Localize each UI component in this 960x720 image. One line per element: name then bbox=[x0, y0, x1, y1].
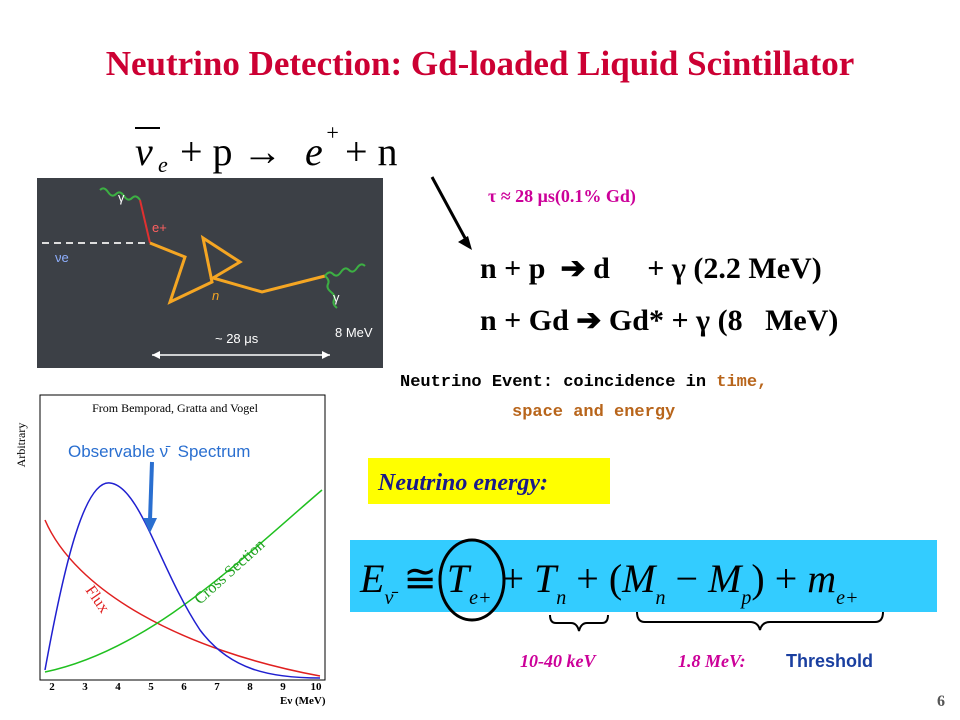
gamma-wave bbox=[324, 275, 338, 309]
nu: ν bbox=[135, 129, 153, 174]
formula-part: − bbox=[666, 556, 709, 601]
sub: e bbox=[158, 152, 168, 177]
x-tick-label: 3 bbox=[82, 681, 88, 693]
page-number: 6 bbox=[937, 693, 945, 710]
energy-label: Neutrino energy: bbox=[377, 470, 548, 496]
title: Neutrino Detection: Gd-loaded Liquid Sci… bbox=[106, 44, 855, 83]
plot-ylabel: Arbitrary bbox=[14, 423, 28, 468]
x-tick-label: 6 bbox=[181, 681, 187, 693]
event-lead: Neutrino Event: coincidence in bbox=[400, 373, 716, 392]
spectrum-curve bbox=[44, 482, 321, 679]
formula-part: n bbox=[656, 587, 666, 609]
capture-line: n + p ➔ d + γ (2.2 MeV) bbox=[480, 252, 822, 285]
plot-bg bbox=[38, 390, 330, 690]
label: ~ 28 μs bbox=[215, 331, 259, 346]
formula-part: e+ bbox=[469, 587, 491, 609]
axes bbox=[39, 394, 326, 681]
tau: τ ≈ 28 μs(0.1% Gd) bbox=[488, 186, 636, 207]
plot-legend: Observable ν̄ Spectrum bbox=[68, 442, 250, 461]
formula-part: + ( bbox=[566, 556, 622, 601]
gamma-wave bbox=[99, 187, 141, 201]
x-tick-label: 8 bbox=[247, 681, 253, 693]
formula-part: M bbox=[707, 556, 744, 601]
x-tick-label: 7 bbox=[214, 681, 220, 693]
formula-part: M bbox=[621, 556, 658, 601]
formula-part: p bbox=[739, 587, 751, 609]
arrow bbox=[430, 176, 467, 239]
x-tick-label: 5 bbox=[148, 681, 154, 693]
x-tick-label: 9 bbox=[280, 681, 286, 693]
threshold: Threshold bbox=[786, 651, 873, 671]
sup: + bbox=[325, 120, 340, 145]
arrowhead bbox=[143, 518, 157, 533]
formula-part: e+ bbox=[836, 587, 858, 609]
formula-part: ) + bbox=[751, 556, 807, 601]
positron-track bbox=[139, 199, 151, 244]
x-tick-label: 2 bbox=[49, 681, 55, 693]
op: + p → bbox=[180, 129, 283, 174]
circle bbox=[438, 538, 506, 622]
plot: From Bemporad, Gratta and Vogel Observab… bbox=[14, 390, 330, 707]
flux-curve bbox=[44, 519, 321, 677]
mev: 1.8 MeV: bbox=[678, 651, 746, 671]
capture-line: n + Gd ➔ Gd* + γ (8 MeV) bbox=[480, 304, 838, 337]
kev: 10-40 keV bbox=[520, 651, 597, 671]
event: Neutrino Event: coincidence in time, bbox=[400, 373, 767, 392]
arrowhead bbox=[458, 236, 472, 250]
formula-part: ≅ bbox=[393, 556, 447, 601]
reaction: ν e + p → e + + n bbox=[135, 120, 398, 177]
plot-source: From Bemporad, Gratta and Vogel bbox=[92, 401, 259, 415]
formula: Eν̄ ≅ Te+ + Tn + (Mn − Mp) + me+ bbox=[359, 556, 859, 609]
formula-part: E bbox=[359, 556, 384, 601]
energy-box bbox=[368, 458, 610, 504]
neutron-track bbox=[149, 234, 326, 305]
x-tick-label: 10 bbox=[311, 681, 323, 693]
formula-part: + bbox=[491, 556, 534, 601]
epos: e bbox=[305, 129, 323, 174]
plot-xlabel: Eν (MeV) bbox=[280, 695, 326, 707]
label: 8 MeV bbox=[335, 325, 373, 340]
arrow bbox=[148, 461, 154, 521]
event-rest: space and energy bbox=[512, 403, 675, 422]
gamma-wave bbox=[324, 263, 366, 277]
diagram: γ e+ νe n γ ~ 28 μs 8 MeV bbox=[37, 178, 383, 368]
label: γ bbox=[333, 290, 340, 305]
brace bbox=[636, 611, 884, 631]
label: e+ bbox=[152, 220, 167, 235]
label: γ bbox=[118, 190, 125, 205]
cross-curve bbox=[44, 489, 323, 673]
event-time: time, bbox=[716, 373, 767, 392]
label: n bbox=[212, 288, 219, 303]
formula-part: T bbox=[447, 556, 472, 601]
formula-part: m bbox=[807, 556, 836, 601]
label: νe bbox=[55, 250, 69, 265]
op2: + n bbox=[345, 129, 398, 174]
formula-part: T bbox=[534, 556, 559, 601]
x-tick-label: 4 bbox=[115, 681, 121, 693]
brace bbox=[549, 614, 609, 632]
formula-part: n bbox=[556, 587, 566, 609]
